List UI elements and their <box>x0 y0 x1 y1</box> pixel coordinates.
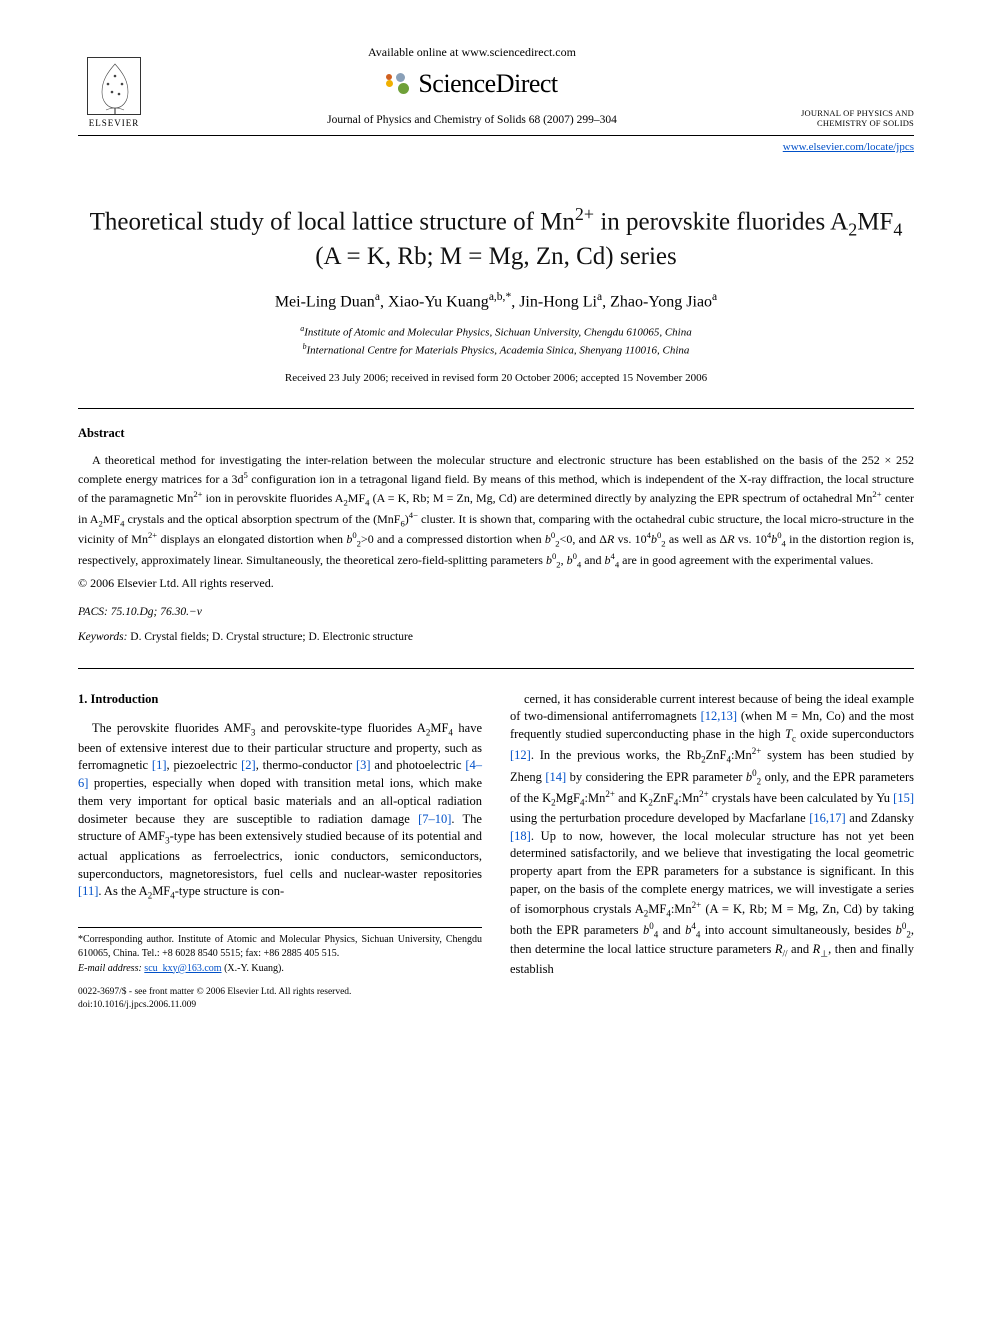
column-right: cerned, it has considerable current inte… <box>510 691 914 1012</box>
email-line: E-mail address: scu_kxy@163.com (X.-Y. K… <box>78 962 482 977</box>
article-dates: Received 23 July 2006; received in revis… <box>78 371 914 386</box>
column-left: 1. Introduction The perovskite fluorides… <box>78 691 482 1012</box>
section-1-text-right: cerned, it has considerable current inte… <box>510 691 914 979</box>
authors: Mei-Ling Duana, Xiao-Yu Kuanga,b,*, Jin-… <box>78 290 914 313</box>
email-author-name: (X.-Y. Kuang). <box>224 963 284 974</box>
sciencedirect-logo: ScienceDirect <box>150 66 794 101</box>
affiliations: aInstitute of Atomic and Molecular Physi… <box>78 323 914 359</box>
keywords: Keywords: D. Crystal fields; D. Crystal … <box>78 630 914 646</box>
section-1-heading: 1. Introduction <box>78 691 482 709</box>
front-matter-text: 0022-3697/$ - see front matter © 2006 El… <box>78 986 482 999</box>
doi-text: doi:10.1016/j.jpcs.2006.11.009 <box>78 999 482 1012</box>
divider <box>78 408 914 409</box>
journal-name: JOURNAL OF PHYSICS AND CHEMISTRY OF SOLI… <box>794 108 914 129</box>
sciencedirect-icon <box>386 71 412 97</box>
abstract-heading: Abstract <box>78 425 914 442</box>
pacs-codes: PACS: 75.10.Dg; 76.30.−v <box>78 605 914 621</box>
sciencedirect-text: ScienceDirect <box>418 66 557 101</box>
header-center: Available online at www.sciencedirect.co… <box>150 44 794 129</box>
abstract-copyright: © 2006 Elsevier Ltd. All rights reserved… <box>78 575 914 591</box>
article-title: Theoretical study of local lattice struc… <box>78 203 914 274</box>
email-label: E-mail address: <box>78 963 142 974</box>
available-online-text: Available online at www.sciencedirect.co… <box>150 44 794 60</box>
author-email-link[interactable]: scu_kxy@163.com <box>144 963 221 974</box>
journal-link-row: www.elsevier.com/locate/jpcs <box>78 140 914 155</box>
journal-reference: Journal of Physics and Chemistry of Soli… <box>150 113 794 129</box>
elsevier-label: ELSEVIER <box>89 117 140 129</box>
corresponding-text: *Corresponding author. Institute of Atom… <box>78 933 482 962</box>
divider <box>78 668 914 669</box>
corresponding-author-footnote: *Corresponding author. Institute of Atom… <box>78 927 482 977</box>
front-matter-line: 0022-3697/$ - see front matter © 2006 El… <box>78 986 482 1012</box>
body-columns: 1. Introduction The perovskite fluorides… <box>78 691 914 1012</box>
abstract-text: A theoretical method for investigating t… <box>78 452 914 571</box>
elsevier-tree-icon <box>87 57 141 115</box>
page-header: ELSEVIER Available online at www.science… <box>78 44 914 136</box>
journal-url-link[interactable]: www.elsevier.com/locate/jpcs <box>783 141 914 153</box>
elsevier-logo: ELSEVIER <box>78 47 150 129</box>
section-1-text-left: The perovskite fluorides AMF3 and perovs… <box>78 720 482 902</box>
